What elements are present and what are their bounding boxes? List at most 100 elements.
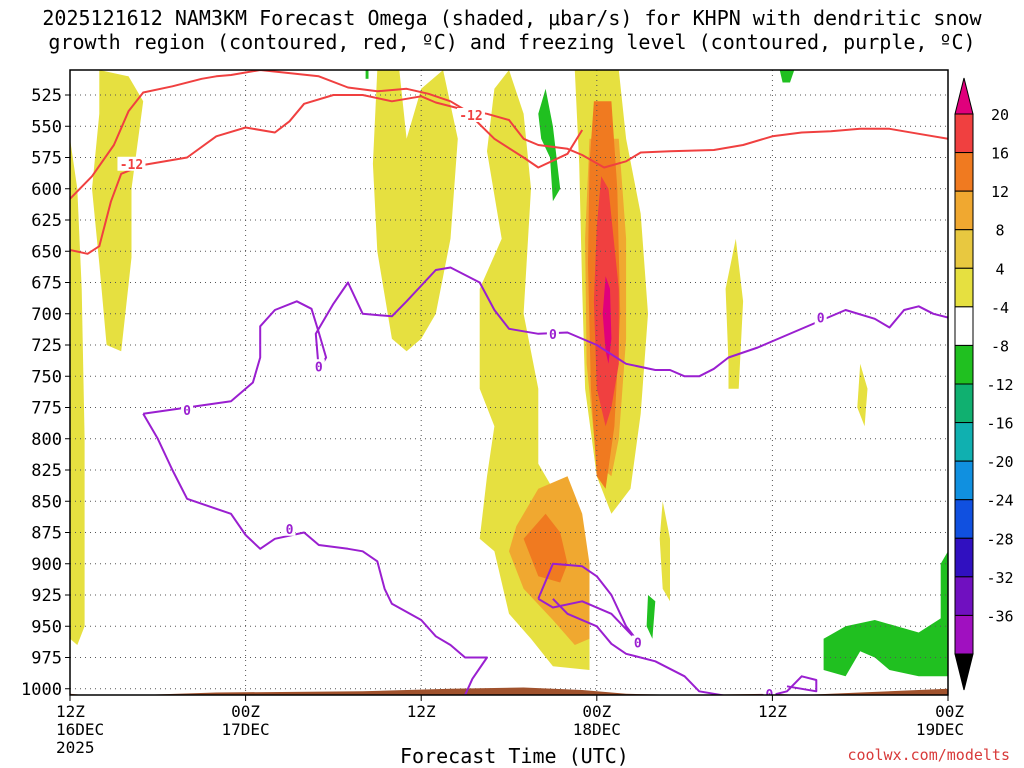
y-tick-label-525: 525 [31,86,62,106]
colorbar-bin-5 [954,267,974,308]
colorbar-bin-2 [954,152,974,192]
plot-area: -12 -12 0 0 0 0 0 0 0 [70,70,948,703]
x-tick-label-0-0: 12Z [56,702,85,721]
contour-dgz_-12_upper [70,70,948,200]
colorbar-label-1: 16 [991,145,1009,163]
contour-label-7: 0 [634,637,642,652]
y-tick-label-1000: 1000 [21,680,62,700]
colorbar-label-11: -28 [986,530,1013,548]
x-tick-label-12-0: 00Z [231,702,260,721]
contour-label-bg-3 [312,359,325,374]
y-tick-label-900: 900 [31,555,62,575]
colorbar-bin-13 [954,576,974,616]
omega-region--4--8-4 [823,613,948,677]
omega-region--4--8-5 [940,551,948,639]
x-tick-label-0-1: 16DEC [56,720,104,739]
contour-label-bg-2 [181,403,194,417]
y-tick-label-975: 975 [31,649,62,669]
colorbar-label-12: -32 [986,569,1013,587]
omega-region--4--8-0 [538,88,561,202]
omega-region-4-8-0 [92,70,144,352]
y-tick-label-675: 675 [31,274,62,294]
contour-label-8: 0 [766,688,774,703]
chart-title-line1: 2025121612 NAM3KM Forecast Omega (shaded… [42,6,982,30]
y-tick-label-725: 725 [31,336,62,356]
contour-label-bg-0 [117,156,146,171]
y-tick-label-825: 825 [31,461,62,481]
colorbar-label-0: 20 [991,106,1009,124]
x-tick-label-12-1: 17DEC [222,720,270,739]
omega-region-4-8-1 [70,138,85,646]
x-tick-label-60-0: 00Z [935,702,964,721]
omega-region-12-16-0 [523,513,568,583]
y-tick-label-925: 925 [31,586,62,606]
colorbar-bin-15 [954,653,974,691]
y-tick-label-600: 600 [31,180,62,200]
contour-label-0: -12 [120,158,143,173]
colorbar-label-8: -16 [986,415,1013,433]
colorbar-label-5: -4 [991,299,1009,317]
colorbar-label-4: 4 [995,260,1004,278]
colorbar-bin-12 [954,537,974,578]
contour-label-bg-1 [456,108,485,122]
y-tick-label-850: 850 [31,492,62,512]
y-tick-label-750: 750 [31,367,62,387]
contour-label-6: 0 [817,312,825,327]
omega-region-4-8-6 [857,363,868,427]
omega-region--4--8-1 [779,70,795,83]
y-tick-label-550: 550 [31,117,62,137]
y-tick-label-875: 875 [31,524,62,544]
x-tick-label-24-0: 12Z [407,702,436,721]
colorbar-bin-14 [954,614,974,655]
contour-label-bg-8 [763,686,776,695]
colorbar-bin-6 [954,306,974,346]
colorbar-label-3: 8 [995,222,1004,240]
chart-title-line2: growth region (contoured, red, ºC) and f… [48,30,976,54]
colorbar-label-13: -36 [986,607,1013,625]
contour-freezing_0_near_surface [552,598,818,695]
x-tick-label-48-0: 12Z [758,702,787,721]
colorbar-bin-8 [954,383,974,424]
colorbar-bin-11 [954,499,974,539]
colorbar-label-7: -12 [986,376,1013,394]
contour-label-5: 0 [549,328,557,343]
colorbar-bin-10 [954,460,974,501]
x-axis-label: Forecast Time (UTC) [400,744,629,768]
colorbar-label-10: -24 [986,492,1013,510]
y-tick-label-575: 575 [31,149,62,169]
omega-region--4--8-3 [646,595,656,639]
x-tick-label-36-1: 18DEC [573,720,621,739]
contour-label-4: 0 [286,523,294,538]
omega-region-20+-0 [602,276,612,364]
credit-text: coolwx.com/modelts [847,746,1010,764]
contour-label-bg-7 [631,635,644,650]
contour-label-3: 0 [315,360,323,375]
colorbar-label-2: 12 [991,183,1009,201]
colorbar-label-6: -8 [991,337,1009,355]
colorbar-bin-0 [954,77,974,115]
y-tick-label-625: 625 [31,211,62,231]
colorbar-label-9: -20 [986,453,1013,471]
colorbar-bin-3 [954,190,974,231]
y-tick-label-950: 950 [31,617,62,637]
omega-region-4-8-5 [725,238,744,389]
x-tick-label-60-1: 19DEC [916,720,964,739]
contour-freezing_0_loop [537,562,639,643]
omega-region--4--8-2 [365,70,369,79]
x-tick-label-0-2: 2025 [56,738,95,757]
contour-label-2: 0 [183,404,191,419]
contour-label-bg-5 [546,326,559,341]
y-tick-label-775: 775 [31,399,62,419]
omega-region-4-8-7 [659,501,670,602]
plot-frame [69,69,949,696]
colorbar-bin-1 [954,113,974,154]
y-tick-label-650: 650 [31,242,62,262]
contour-dgz_-12_lower [70,94,584,255]
colorbar-bin-9 [954,422,974,462]
contour-freezing_0_main [143,266,948,415]
colorbar-bin-7 [954,344,974,385]
contour-freezing_0_lower [142,413,488,695]
contour-label-1: -12 [459,109,482,124]
terrain-band [70,687,948,695]
